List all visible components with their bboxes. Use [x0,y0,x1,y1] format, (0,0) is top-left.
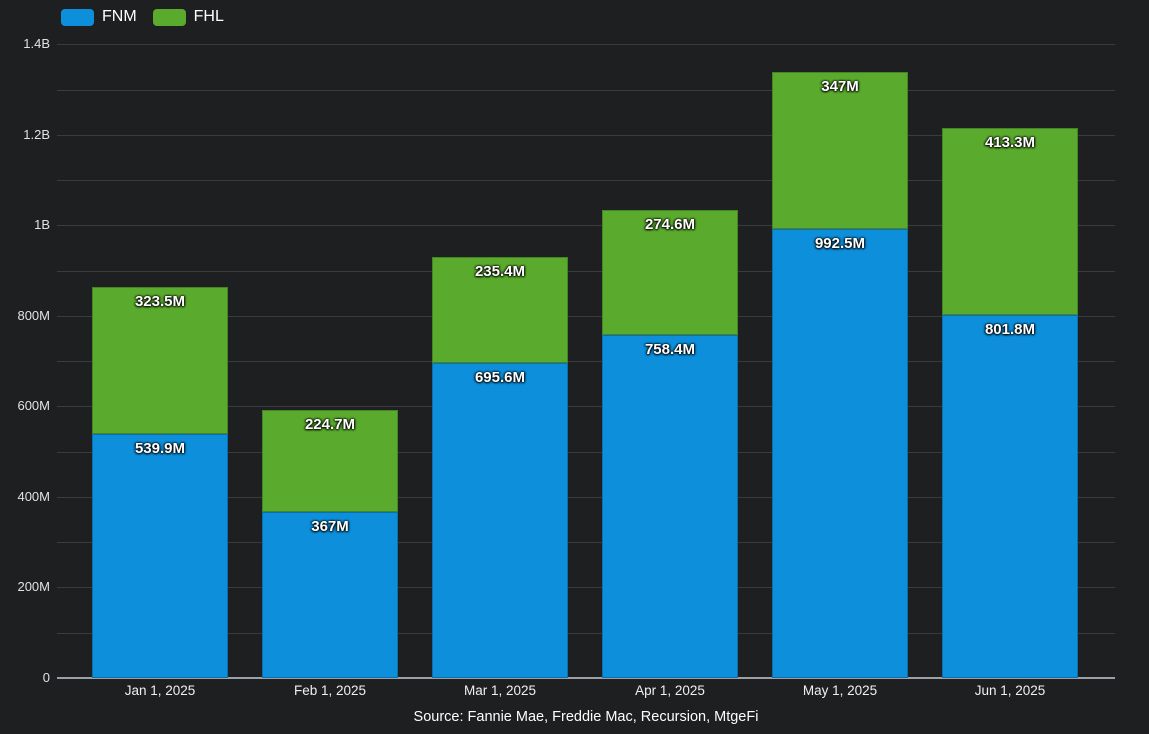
bar-group: 539.9M 323.5M [92,0,228,678]
x-tick-label: Feb 1, 2025 [293,683,367,698]
gridline [57,134,1115,136]
bar-group: 695.6M 235.4M [432,0,568,678]
legend-item-fnm[interactable]: FNM [61,8,137,26]
chart-legend: FNM FHL [61,8,224,26]
gridline [57,587,1115,589]
gridline [57,632,1115,634]
bar-segment-fhl[interactable] [942,127,1078,316]
bar-segment-fnm[interactable] [942,315,1078,678]
gridline [57,225,1115,227]
x-tick-label: Apr 1, 2025 [635,683,705,698]
gridline [57,270,1115,272]
bar-segment-fnm[interactable] [772,228,908,678]
y-tick-label: 1.4B [23,36,50,52]
y-tick-label: 800M [17,307,50,323]
gridline [57,180,1115,182]
x-tick-label: May 1, 2025 [802,683,878,698]
y-tick-label: 0 [42,670,50,685]
y-tick-label: 200M [17,579,50,595]
bar-group: 992.5M 347M [772,0,908,678]
gridline [57,496,1115,498]
bar-segment-fhl[interactable] [772,71,908,229]
bar-segment-fnm[interactable] [432,363,568,678]
bar-segment-fhl[interactable] [602,210,738,335]
bar-segment-fnm[interactable] [262,511,398,678]
gridline [57,361,1115,363]
bar-group: 801.8M 413.3M [942,0,1078,678]
gridline [57,44,1115,46]
source-caption: Source: Fannie Mae, Freddie Mac, Recursi… [413,709,759,725]
bar-segment-fhl[interactable] [432,256,568,364]
gridline [57,542,1115,544]
x-tick-label: Jun 1, 2025 [974,683,1046,698]
gridline [57,315,1115,317]
legend-item-fhl[interactable]: FHL [152,8,224,26]
y-tick-label: 400M [17,488,50,504]
legend-label: FHL [193,8,224,25]
x-tick-label: Jan 1, 2025 [124,683,196,698]
x-tick-label: Mar 1, 2025 [463,683,537,698]
bar-segment-fhl[interactable] [92,287,228,434]
gridline [57,451,1115,453]
legend-label: FNM [102,8,137,25]
y-tick-label: 600M [17,398,50,414]
y-tick-label: 1.2B [23,126,50,142]
y-tick-label: 1B [34,217,50,233]
legend-swatch-fnm [61,8,94,26]
gridline [57,89,1115,91]
gridline [57,406,1115,408]
bar-group: 758.4M 274.6M [602,0,738,678]
bar-segment-fnm[interactable] [602,334,738,678]
x-axis-baseline [57,677,1115,679]
bar-segment-fhl[interactable] [262,410,398,512]
bar-segment-fnm[interactable] [92,433,228,678]
legend-swatch-fhl [152,8,186,26]
bar-group: 367M 224.7M [262,0,398,678]
